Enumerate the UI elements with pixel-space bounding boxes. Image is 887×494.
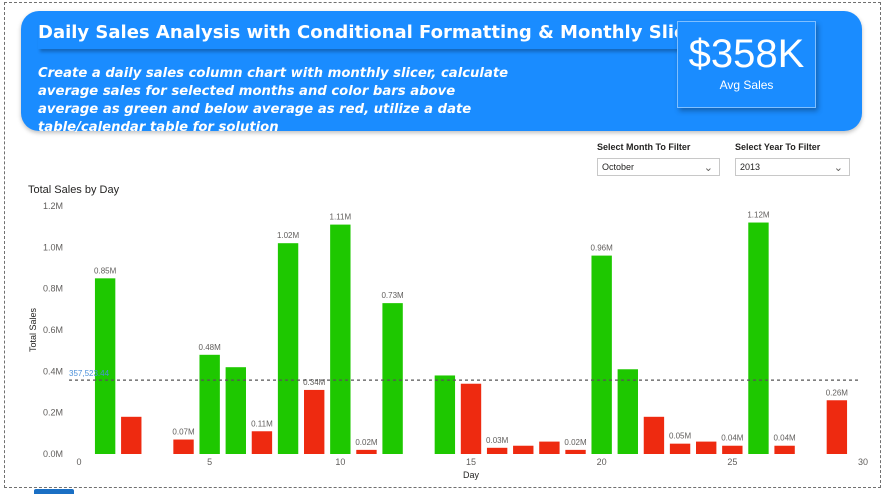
- x-tick-label: 15: [466, 457, 476, 467]
- header-banner: Daily Sales Analysis with Conditional Fo…: [21, 11, 862, 135]
- bar-day-4: [173, 439, 194, 454]
- year-dropdown[interactable]: 2013 ⌄: [735, 158, 850, 176]
- y-tick-label: 0.8M: [43, 284, 63, 294]
- month-slicer: Select Month To Filter October ⌄: [597, 142, 720, 176]
- x-tick-label: 0: [76, 457, 81, 467]
- bar-day-19: [565, 449, 586, 454]
- data-label: 0.02M: [355, 438, 378, 447]
- year-slicer-title: Select Year To Filter: [735, 142, 821, 152]
- y-tick-label: 0.2M: [43, 408, 63, 418]
- avg-sales-value: $358K: [688, 32, 805, 76]
- data-label: 0.96M: [591, 244, 614, 253]
- bar-day-18: [539, 441, 560, 454]
- data-label: 0.07M: [172, 428, 195, 437]
- bar-day-7: [251, 431, 273, 454]
- bar-day-9: [304, 389, 325, 454]
- y-axis-title: Total Sales: [28, 307, 38, 352]
- data-label: 0.73M: [381, 291, 404, 300]
- report-description: Create a daily sales column chart with m…: [38, 66, 509, 135]
- y-tick-label: 0.6M: [43, 325, 63, 335]
- x-axis-title: Day: [463, 470, 480, 480]
- chevron-down-icon[interactable]: ⌄: [703, 162, 713, 174]
- avg-sales-card[interactable]: $358K Avg Sales: [677, 21, 816, 108]
- bar-day-17: [513, 445, 534, 454]
- bar-day-16: [486, 447, 508, 454]
- data-label: 1.02M: [277, 231, 300, 240]
- bar-day-26: [748, 222, 769, 454]
- x-tick-label: 30: [858, 457, 868, 467]
- data-label: 0.03M: [486, 436, 509, 445]
- bar-day-21: [617, 369, 638, 454]
- x-tick-label: 5: [207, 457, 212, 467]
- average-line-label: 357,523.44: [69, 369, 110, 378]
- x-tick-label: 10: [335, 457, 345, 467]
- bar-day-6: [225, 367, 246, 454]
- bar-day-10: [330, 224, 351, 454]
- y-tick-label: 0.4M: [43, 366, 63, 376]
- data-label: 0.34M: [303, 378, 326, 387]
- data-label: 0.85M: [94, 266, 117, 275]
- bar-day-24: [696, 441, 717, 454]
- month-dropdown-value: October: [602, 162, 635, 172]
- y-tick-label: 0.0M: [43, 449, 63, 459]
- bar-day-12: [382, 303, 403, 454]
- bar-day-8: [277, 243, 299, 454]
- bar-day-23: [669, 443, 691, 454]
- data-label: 0.02M: [564, 438, 587, 447]
- data-label: 0.04M: [721, 434, 744, 443]
- chart-title: Total Sales by Day: [28, 184, 120, 196]
- bar-day-22: [643, 416, 665, 454]
- data-label: 1.11M: [330, 213, 352, 222]
- data-label: 0.05M: [669, 432, 692, 441]
- report-canvas: [4, 2, 881, 488]
- data-label: 1.12M: [747, 211, 770, 220]
- data-label: 0.11M: [251, 419, 273, 428]
- year-dropdown-value: 2013: [740, 162, 761, 172]
- bar-day-11: [356, 449, 377, 454]
- y-tick-label: 1.0M: [43, 242, 63, 252]
- bar-day-20: [591, 255, 612, 454]
- chevron-down-icon[interactable]: ⌄: [833, 162, 843, 174]
- page-tab-indicator[interactable]: [34, 489, 74, 494]
- bar-day-15: [460, 383, 482, 454]
- bar-day-29: [826, 400, 848, 454]
- bar-day-1: [94, 278, 116, 454]
- data-label: 0.26M: [826, 388, 849, 397]
- y-tick-label: 1.2M: [43, 201, 63, 211]
- bar-day-5: [199, 354, 220, 454]
- x-tick-label: 25: [727, 457, 737, 467]
- month-dropdown[interactable]: October ⌄: [597, 158, 720, 176]
- bar-day-14: [434, 375, 456, 454]
- data-label: 0.48M: [199, 343, 222, 352]
- bar-day-27: [774, 445, 795, 454]
- bar-day-25: [722, 445, 743, 454]
- month-slicer-title: Select Month To Filter: [597, 142, 691, 152]
- avg-sales-label: Avg Sales: [719, 78, 774, 92]
- year-slicer: Select Year To Filter 2013 ⌄: [735, 142, 850, 176]
- bar-day-2: [121, 416, 142, 454]
- data-label: 0.04M: [773, 434, 796, 443]
- x-tick-label: 20: [597, 457, 607, 467]
- report-title: Daily Sales Analysis with Conditional Fo…: [38, 22, 712, 49]
